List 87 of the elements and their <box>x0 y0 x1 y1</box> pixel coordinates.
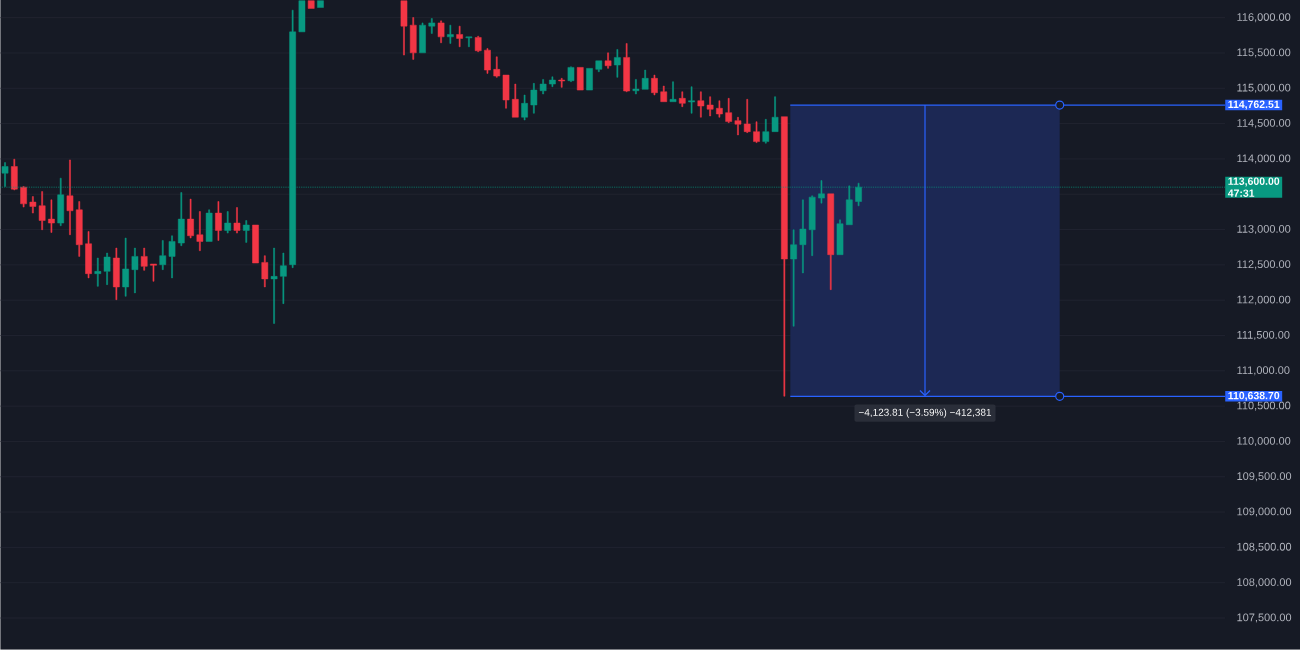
candlestick <box>725 98 732 124</box>
candlestick <box>567 66 575 83</box>
y-tick-label: 111,500.00 <box>1237 331 1290 341</box>
candlestick <box>224 211 232 234</box>
y-tick-label: 114,000.00 <box>1237 154 1291 164</box>
y-tick-label: 112,500.00 <box>1237 260 1291 270</box>
candlestick <box>307 0 315 9</box>
candlestick <box>85 231 92 279</box>
candlestick <box>298 0 306 33</box>
candlestick <box>678 91 686 108</box>
candlestick <box>604 52 612 69</box>
candlestick <box>261 255 269 288</box>
candlestick <box>159 240 167 271</box>
candlestick <box>465 36 473 48</box>
y-tick-label: 110,000.00 <box>1237 437 1291 447</box>
candlestick <box>474 36 482 53</box>
candlestick <box>614 49 621 78</box>
candlestick <box>205 209 213 242</box>
y-tick-label: 113,000.00 <box>1237 225 1291 235</box>
candlestick <box>456 25 463 48</box>
candlestick <box>20 186 27 208</box>
y-tick-label: 115,500.00 <box>1237 48 1291 58</box>
candlestick <box>75 201 83 257</box>
y-tick-label: 108,000.00 <box>1237 578 1292 588</box>
candlestick <box>419 22 426 54</box>
candlestick <box>447 24 454 44</box>
candlestick <box>122 237 129 297</box>
candlestick <box>428 18 436 34</box>
candlestick <box>196 211 204 252</box>
candlestick <box>409 17 417 60</box>
candlestick <box>437 20 445 44</box>
candlestick <box>521 94 528 121</box>
candlestick <box>66 159 74 236</box>
y-tick-label: 116,000.00 <box>1237 13 1291 23</box>
candlestick <box>252 224 259 264</box>
candlestick <box>595 60 603 73</box>
candlestick <box>716 100 723 118</box>
y-tick-label: 114,500.00 <box>1237 119 1291 129</box>
candlestick <box>400 0 408 56</box>
candlestick <box>753 121 760 143</box>
candlestick <box>168 235 176 279</box>
candlestick <box>317 0 324 8</box>
candlestick <box>11 159 18 191</box>
candlestick <box>131 247 139 294</box>
ref-line-label: 110,638.70 <box>1228 391 1280 401</box>
y-tick-label: 108,500.00 <box>1237 542 1292 553</box>
text: 47:31 <box>1227 189 1255 197</box>
candlestick <box>743 99 751 133</box>
candlestick <box>113 247 120 301</box>
candlestick <box>511 83 519 118</box>
candlestick <box>233 207 241 234</box>
candlestick <box>586 68 593 91</box>
y-tick-label: 109,500.00 <box>1237 472 1292 482</box>
candlestick <box>150 263 157 282</box>
candlestick <box>484 48 491 74</box>
candlestick <box>734 117 742 136</box>
candlestick <box>669 81 677 103</box>
candlestick <box>651 74 658 96</box>
candlestick <box>790 229 797 327</box>
candlestick <box>178 192 185 247</box>
y-tick-label: 115,000.00 <box>1237 83 1291 93</box>
candlestick <box>549 76 556 88</box>
candlestick <box>623 43 630 93</box>
candlestick <box>660 85 668 103</box>
candlestick <box>558 78 565 88</box>
y-tick-label: 110,500.00 <box>1237 401 1291 411</box>
y-tick-label: 107,500.00 <box>1237 613 1292 623</box>
y-tick-label: 109,000.00 <box>1237 507 1292 517</box>
y-tick-label: 111,000.00 <box>1237 366 1290 376</box>
candlestick <box>827 193 835 290</box>
candlestick <box>781 116 788 397</box>
candlestick <box>140 247 148 271</box>
ref-line-label: 114,762.51 <box>1228 100 1280 110</box>
candlestick <box>836 219 844 256</box>
candlestick <box>242 220 250 243</box>
candlestick <box>493 56 501 78</box>
candlestick <box>215 201 222 241</box>
candlestick <box>280 252 287 304</box>
candlestick <box>48 199 55 233</box>
y-tick-label: 112,000.00 <box>1237 295 1291 305</box>
candlestick <box>187 198 194 239</box>
annotation: −4,123.81 (−3.59%) −412,381 <box>858 408 992 418</box>
candlestick <box>688 86 695 114</box>
candlestick <box>502 74 510 109</box>
candlestick <box>576 67 584 91</box>
candlestick <box>270 247 278 324</box>
ref-line-label: 113,600.00 <box>1228 177 1280 187</box>
